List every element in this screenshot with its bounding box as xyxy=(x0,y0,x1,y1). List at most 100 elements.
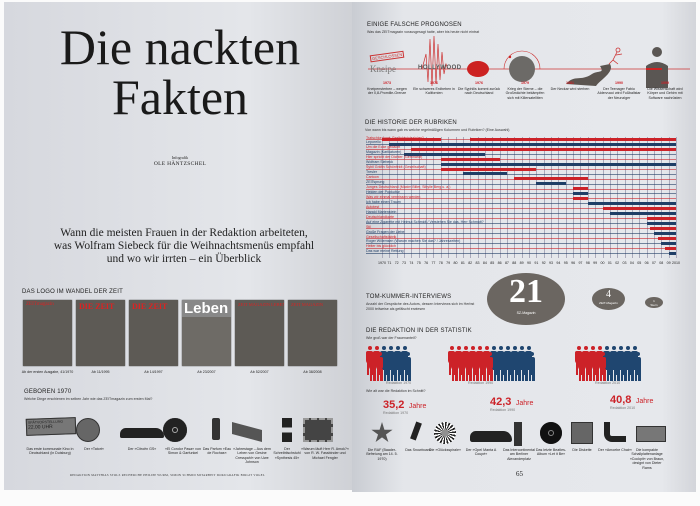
row-line xyxy=(366,188,676,190)
office-chair-icon xyxy=(274,418,292,442)
x-tick-label: 09 xyxy=(666,261,671,265)
born-item-caption: Das Parfum »Eau de Rochas« xyxy=(202,447,232,456)
left-page xyxy=(4,2,352,490)
gantt-bar xyxy=(440,157,500,161)
page-number: 65 xyxy=(516,470,523,478)
row-label: Gesellschaftsfabrik xyxy=(366,234,397,239)
page-title: Die nackten Fakten xyxy=(0,22,360,122)
x-tick-label: 08 xyxy=(659,261,664,265)
gantt-bar xyxy=(646,221,676,225)
cover-logo: DIE ZEIT xyxy=(132,302,168,311)
born-item-caption: Das erste kommunale Kino in Deutschland … xyxy=(26,447,74,456)
row-label: Heiter bis glücklich xyxy=(366,244,396,249)
prognosis-year: 1981 xyxy=(566,81,574,85)
tower-building-icon xyxy=(508,422,522,446)
gantt-bar xyxy=(440,167,537,171)
gantt-bar xyxy=(609,212,676,216)
group-label: Redaktion 2010 xyxy=(595,381,621,385)
bubble-label: SZ-Magazin xyxy=(516,311,536,315)
x-tick-label: 01 xyxy=(607,261,612,265)
row-label: Stil xyxy=(366,224,371,229)
prognoses-timeline xyxy=(368,35,690,88)
prognosis-year: 1999 xyxy=(661,81,669,85)
row-line xyxy=(366,208,676,209)
woman-figure xyxy=(599,352,606,382)
bubble-value: 4 xyxy=(606,289,611,300)
raf-star-icon xyxy=(371,422,393,444)
prognosis-year: 1990 xyxy=(615,81,623,85)
x-tick-label: 73 xyxy=(402,261,407,265)
group-label: Redaktion 1970 xyxy=(386,381,412,385)
x-tick-label: 82 xyxy=(468,261,473,265)
kummer-heading: TOM-KUMMER-INTERVIEWS xyxy=(366,294,452,300)
row-label: Cartoon xyxy=(366,175,379,180)
born-heading: GEBOREN 1970 xyxy=(24,389,72,395)
age-number: 42,3 xyxy=(490,396,512,408)
row-label: Harald Martenstein xyxy=(366,209,397,214)
history-subheading: Von wann bis wann gab es welche regelmäß… xyxy=(365,128,510,132)
record-player-icon xyxy=(636,422,666,442)
cover-caption: Ab 38/2008 xyxy=(303,370,322,374)
x-tick-label: 88 xyxy=(512,261,517,265)
prognosis-text: Der Teenager Fabio Aldervucci wird Fußba… xyxy=(597,87,641,100)
cover-caption: Ab 23/2007 xyxy=(197,370,216,374)
cinema-sign-icon: SPÄTVORSTELLUNG 22.00 UHR xyxy=(25,417,77,436)
row-line xyxy=(366,198,676,199)
tatort-target-icon xyxy=(76,418,100,442)
intro-line: und wo wir irrten – ein Überblick xyxy=(106,253,262,265)
gantt-bar xyxy=(404,152,485,156)
man-figure xyxy=(606,352,613,382)
cover-logo: ZEIT MAGAZIN LEBEN xyxy=(238,302,284,307)
woman-figure xyxy=(592,352,599,382)
item-caption: Die »Glücksspirale« xyxy=(429,448,461,452)
magazine-cover: ZEITmagazin xyxy=(23,300,72,366)
gantt-bar xyxy=(587,202,676,206)
age-group-label: Redaktion 1990 xyxy=(490,408,516,412)
row-line xyxy=(366,247,676,249)
gantt-bar xyxy=(470,137,676,141)
magazine-cover: ZEIT MAGAZIN xyxy=(288,300,337,366)
intro-line: Wann die meisten Frauen in der Redaktion… xyxy=(60,227,308,239)
chair-icon xyxy=(604,422,626,442)
woman-figure xyxy=(451,352,458,382)
born-subheading: Welche Dinge erschienen im selben Jahr w… xyxy=(24,397,153,401)
born-item-caption: Der »Citroën GS« xyxy=(127,447,157,451)
row-line xyxy=(366,242,676,244)
credit-label: Infografik xyxy=(171,155,189,160)
x-tick-label: 96 xyxy=(571,261,576,265)
woman-figure xyxy=(472,352,479,382)
row-label: Leporello xyxy=(366,140,381,145)
x-tick-label: 94 xyxy=(556,261,561,265)
prognosis-text: Kneipensterben – wegen der 0,8-Promille-… xyxy=(367,87,407,96)
man-figure xyxy=(507,352,514,382)
seismograph-icon xyxy=(421,35,449,87)
x-tick-label: 05 xyxy=(637,261,642,265)
woman-figure xyxy=(458,352,465,382)
row-line xyxy=(366,218,676,219)
row-line xyxy=(366,153,676,155)
row-line xyxy=(366,158,676,160)
row-line xyxy=(366,228,676,229)
row-label: Junges Deutschland (Maxim Biller, Sibyll… xyxy=(366,185,451,189)
bubble-value: 21 xyxy=(509,273,543,310)
x-tick-label: 74 xyxy=(409,261,414,265)
floppy-disk-icon xyxy=(571,422,593,444)
x-tick-label: 84 xyxy=(482,261,487,265)
age-value: 42,3 Jahre xyxy=(490,394,533,410)
born-item-caption: »El Condor Pasa« von Simon & Garfunkel xyxy=(165,447,201,456)
gantt-bar xyxy=(664,246,676,250)
born-item-caption: »Jahrestage – Aus dem Leben von Gesine C… xyxy=(233,447,271,465)
stats-heading: DIE REDAKTION IN DER STATISTIK xyxy=(366,328,472,334)
prognosis-text: Die Syphilis kommt zurück nach Deutschla… xyxy=(457,87,501,96)
bubble-value: 1 xyxy=(653,299,655,303)
man-figure xyxy=(390,352,397,382)
right-page xyxy=(352,2,696,492)
gantt-bar xyxy=(650,226,676,230)
bubble-sz-magazin: 21 SZ-Magazin xyxy=(487,273,565,325)
row-label: Wolfram Siebeck xyxy=(366,160,394,165)
gantt-bar xyxy=(653,231,676,235)
x-tick-label: 71 xyxy=(387,261,392,265)
prognosis-text: Der Neckar wird sterben xyxy=(550,87,590,91)
snowboarder-icon xyxy=(407,421,422,441)
runner-icon xyxy=(608,47,623,65)
